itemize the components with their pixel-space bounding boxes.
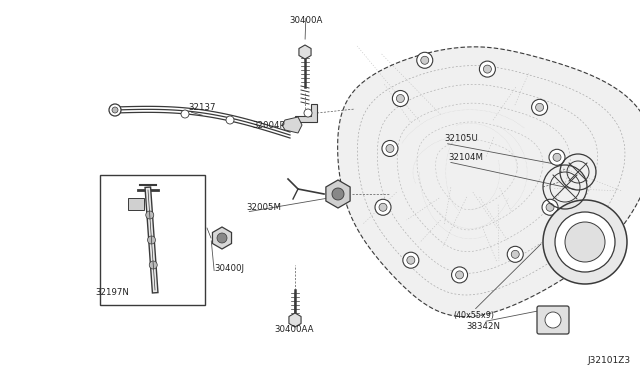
Text: J32101Z3: J32101Z3 [588,356,630,365]
Circle shape [546,203,554,211]
Circle shape [382,141,398,157]
Circle shape [146,211,154,219]
Circle shape [553,153,561,161]
Circle shape [375,199,391,215]
Circle shape [407,256,415,264]
Circle shape [545,312,561,328]
Circle shape [403,252,419,268]
Circle shape [543,200,627,284]
Circle shape [536,103,543,111]
Text: 30400A: 30400A [289,16,323,25]
Circle shape [226,116,234,124]
Circle shape [483,65,492,73]
Polygon shape [282,117,302,133]
Text: 32137: 32137 [189,103,216,112]
Text: (40x55x9): (40x55x9) [453,311,494,320]
Text: 30400J: 30400J [214,264,244,273]
Circle shape [386,144,394,153]
Bar [100,175,205,305]
Text: 32105U: 32105U [445,134,479,143]
Text: 32104M: 32104M [448,153,483,162]
Polygon shape [212,227,232,249]
Polygon shape [289,313,301,327]
Circle shape [379,203,387,211]
Circle shape [555,212,615,272]
Circle shape [109,104,121,116]
Text: 32005M: 32005M [246,203,282,212]
Text: 38342N: 38342N [466,322,500,331]
Circle shape [456,271,463,279]
Circle shape [511,250,519,258]
Circle shape [417,52,433,68]
Polygon shape [338,47,640,317]
Circle shape [396,94,404,103]
Circle shape [332,188,344,200]
Bar [128,198,144,210]
Circle shape [392,90,408,106]
Text: 30400AA: 30400AA [275,326,314,334]
Text: 32004P: 32004P [252,121,285,130]
Circle shape [420,56,429,64]
Circle shape [565,222,605,262]
Circle shape [508,246,524,262]
FancyBboxPatch shape [537,306,569,334]
Circle shape [452,267,468,283]
Polygon shape [326,180,350,208]
Circle shape [149,261,157,269]
Circle shape [217,233,227,243]
Polygon shape [299,45,311,59]
Circle shape [532,99,548,115]
Text: 32197N: 32197N [95,288,129,297]
Polygon shape [295,104,317,122]
Circle shape [181,110,189,118]
Circle shape [479,61,495,77]
Circle shape [542,199,558,215]
Circle shape [549,149,565,165]
Circle shape [304,109,312,117]
Circle shape [112,107,118,113]
Circle shape [147,236,156,244]
